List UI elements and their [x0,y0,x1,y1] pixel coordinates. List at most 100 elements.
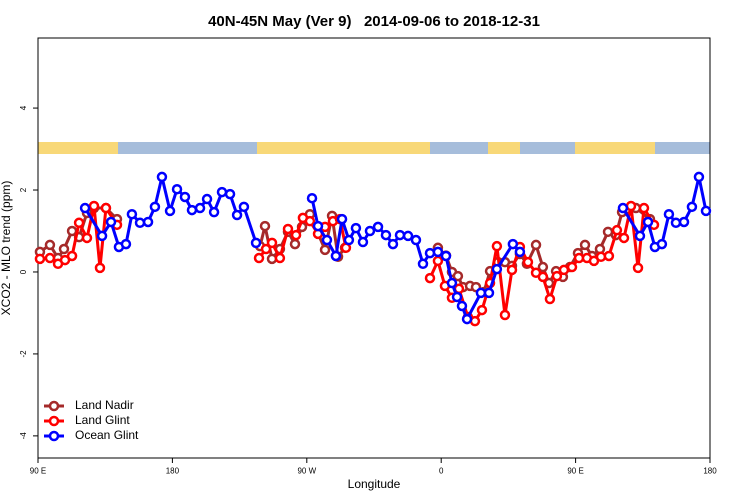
data-point [475,287,487,299]
data-point [372,221,384,233]
data-point [259,220,271,232]
data-point [282,223,294,235]
data-point [79,202,91,214]
data-point [312,220,324,232]
data-point [618,232,630,244]
x-tick-label: 90 E [30,467,46,476]
data-point [330,250,342,262]
data-point [100,202,112,214]
data-point [208,206,220,218]
data-point [216,186,228,198]
data-point [424,247,436,259]
data-point [321,234,333,246]
data-point [638,202,650,214]
surface-band [38,142,710,154]
legend-marker [48,400,60,412]
data-point [120,238,132,250]
data-point [44,239,56,251]
data-point [456,300,468,312]
data-point [394,229,406,241]
data-point [603,250,615,262]
data-point [491,263,503,275]
x-tick-label: 180 [703,467,717,476]
data-point [364,225,376,237]
data-point [142,216,154,228]
data-point [625,200,637,212]
legend-label: Land Glint [75,413,130,427]
data-point [194,202,206,214]
series [79,171,712,325]
data-point [611,224,623,236]
data-point [632,262,644,274]
data-point [642,216,654,228]
data-point [670,217,682,229]
data-point [617,202,629,214]
legend-label: Ocean Glint [75,428,139,442]
land-band [257,142,430,154]
x-tick-label: 90 W [297,467,316,476]
data-point [432,255,444,267]
x-tick-label: 0 [439,467,444,476]
y-tick-label: 2 [19,187,28,192]
data-point [558,264,570,276]
data-point [634,230,646,242]
data-point [96,230,108,242]
y-axis-label: XCO2 - MLO trend (ppm) [0,181,13,316]
land-band [38,142,118,154]
x-tick-label: 90 E [567,467,583,476]
land-band [488,142,520,154]
data-point [537,271,549,283]
data-point [266,237,278,249]
data-point [274,252,286,264]
data-point [186,204,198,216]
data-point [686,201,698,213]
data-point [260,243,272,255]
data-point [700,205,712,217]
legend-marker [48,430,60,442]
data-point [491,240,503,252]
data-point [250,237,262,249]
data-point [432,246,444,258]
data-point [149,201,161,213]
data-point [678,216,690,228]
data-point [88,200,100,212]
data-point [537,261,549,273]
data-point [201,193,213,205]
data-point [514,246,526,258]
data-point [171,183,183,195]
data-point [290,229,302,241]
data-point [134,217,146,229]
data-point [336,213,348,225]
data-point [164,205,176,217]
data-point [656,238,668,250]
data-point [231,209,243,221]
data-point [66,250,78,262]
data-point [156,171,168,183]
data-point [73,217,85,229]
data-point [402,230,414,242]
data-point [357,236,369,248]
data-point [451,291,463,303]
y-tick-label: 4 [19,105,28,110]
data-point [522,256,534,268]
data-point [499,309,511,321]
data-point [551,270,563,282]
data-point [304,215,316,227]
data-point [289,238,301,250]
data-point [350,222,362,234]
data-point [476,304,488,316]
legend-label: Land Nadir [75,398,134,412]
data-point [343,234,355,246]
x-axis-label: Longitude [348,477,401,491]
data-point [105,216,117,228]
data-point [306,192,318,204]
chart-title: 40N-45N May (Ver 9) 2014-09-06 to 2018-1… [208,13,540,30]
data-point [94,262,106,274]
y-tick-label: 0 [19,269,28,274]
data-point [319,244,331,256]
data-point [544,293,556,305]
data-point [126,208,138,220]
